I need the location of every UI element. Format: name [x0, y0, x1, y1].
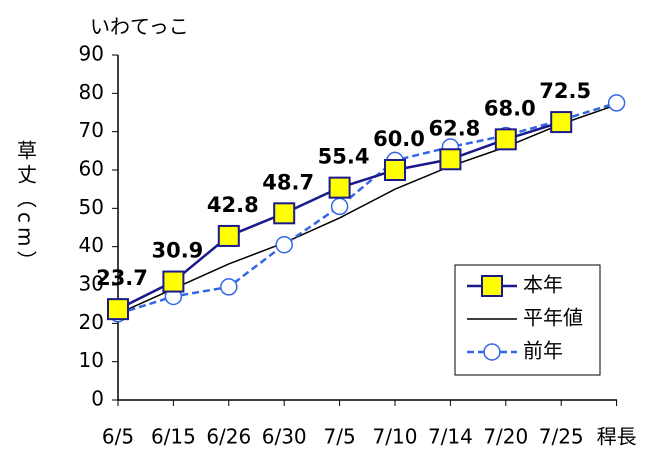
value-label: 55.4 — [318, 145, 370, 169]
y-tick-label: 0 — [91, 387, 104, 411]
y-tick-label: 50 — [79, 195, 104, 219]
x-tick-label: 6/15 — [151, 425, 196, 449]
chart-title: いわてっこ — [90, 15, 189, 39]
x-tick-label: 6/30 — [262, 425, 307, 449]
legend-box — [454, 264, 601, 376]
value-label: 42.8 — [207, 193, 259, 217]
x-tick-label: 6/26 — [206, 425, 251, 449]
marker — [607, 94, 626, 112]
y-tick-label: 40 — [79, 233, 104, 257]
x-tick-label: 7/25 — [539, 425, 584, 449]
value-label: 23.7 — [96, 266, 148, 290]
value-label: 60.0 — [373, 127, 425, 151]
marker — [384, 159, 406, 181]
x-tick-label: 7/14 — [428, 425, 473, 449]
y-tick-label: 10 — [79, 348, 104, 372]
legend-label: 前年 — [523, 339, 563, 363]
marker — [483, 343, 501, 361]
y-tick-label: 60 — [79, 157, 104, 181]
value-label: 30.9 — [151, 239, 203, 263]
marker — [494, 128, 517, 151]
x-tick-label: 6/5 — [102, 425, 134, 449]
marker — [220, 278, 238, 296]
legend-label: 本年 — [523, 273, 563, 297]
x-tick-label: 稈長 — [597, 425, 637, 449]
series-line — [117, 101, 617, 315]
value-label: 62.8 — [428, 116, 480, 140]
y-tick-label: 90 — [79, 42, 104, 66]
y-tick-label: 80 — [79, 80, 104, 104]
marker — [481, 275, 503, 297]
series-line — [117, 104, 617, 315]
marker — [217, 224, 240, 247]
value-label: 72.5 — [539, 79, 591, 103]
x-tick-label: 7/20 — [483, 425, 528, 449]
x-tick-label: 7/5 — [324, 425, 356, 449]
marker — [550, 111, 573, 134]
marker — [273, 202, 296, 225]
marker — [275, 236, 293, 254]
y-tick-label: 30 — [79, 272, 104, 296]
marker — [328, 176, 351, 199]
x-tick-label: 7/10 — [373, 425, 418, 449]
marker — [439, 148, 462, 171]
legend-label: 平年値 — [523, 306, 583, 330]
marker — [330, 197, 349, 216]
y-axis-label: 草丈（cm） — [14, 140, 38, 275]
marker — [162, 270, 185, 293]
y-tick-label: 70 — [79, 118, 104, 142]
value-label: 68.0 — [484, 96, 536, 120]
y-tick-label: 20 — [79, 310, 104, 334]
marker — [107, 298, 129, 321]
value-label: 48.7 — [262, 170, 314, 194]
